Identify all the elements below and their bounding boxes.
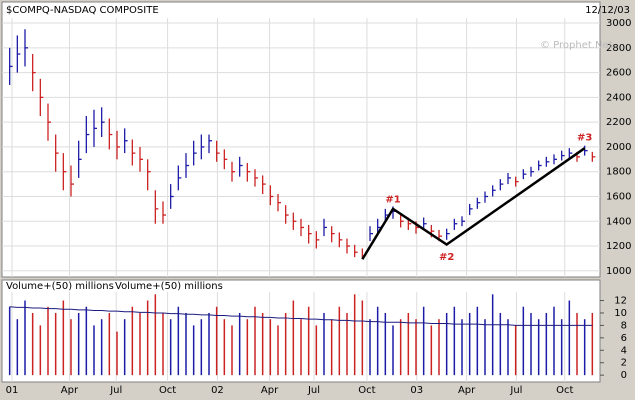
- x-tick-label: 02: [211, 385, 224, 396]
- y-tick-label: 4: [621, 345, 627, 356]
- x-tick-label: Jul: [109, 385, 122, 396]
- y-tick-label: 2200: [606, 117, 631, 128]
- volume-average: [9, 306, 593, 326]
- date: 12/12/03: [585, 5, 630, 16]
- y-tick-label: 2: [621, 358, 627, 369]
- x-tick-label: Oct: [159, 385, 176, 396]
- x-tick-label: Oct: [358, 385, 375, 396]
- legend-entry: Volume+(50) millions: [6, 281, 114, 292]
- y-tick-label: 6: [621, 333, 627, 344]
- chart-title: $COMPQ-NASDAQ COMPOSITE: [6, 5, 159, 16]
- y-tick-label: 8: [621, 320, 627, 331]
- y-tick-label: 2800: [606, 43, 631, 54]
- x-tick-label: 01: [6, 385, 19, 396]
- x-tick-label: Jul: [509, 385, 522, 396]
- x-tick-label: Apr: [61, 385, 79, 396]
- trendline: [361, 147, 586, 260]
- x-tick-label: Jul: [307, 385, 320, 396]
- y-tick-label: 1200: [606, 241, 631, 252]
- annotation: #2: [439, 252, 454, 263]
- y-tick-label: 1000: [606, 266, 631, 277]
- y-tick-label: 2000: [606, 142, 631, 153]
- y-tick-label: 12: [614, 296, 627, 307]
- y-tick-label: 2400: [606, 92, 631, 103]
- y-tick-label: 1600: [606, 191, 631, 202]
- annotation: #3: [577, 133, 592, 144]
- y-tick-label: 0: [621, 370, 627, 381]
- y-tick-label: 10: [614, 308, 627, 319]
- x-tick-label: Apr: [261, 385, 279, 396]
- x-tick-label: Apr: [458, 385, 476, 396]
- y-tick-label: 1400: [606, 216, 631, 227]
- y-tick-label: 3000: [606, 18, 631, 29]
- x-tick-label: 03: [410, 385, 423, 396]
- annotation: #1: [385, 195, 400, 206]
- x-tick-label: Oct: [556, 385, 573, 396]
- legend-entry: Volume+(50) millions: [115, 281, 223, 292]
- watermark: © Prophet.Net: [540, 40, 613, 51]
- y-tick-label: 1800: [606, 167, 631, 178]
- y-tick-label: 2600: [606, 68, 631, 79]
